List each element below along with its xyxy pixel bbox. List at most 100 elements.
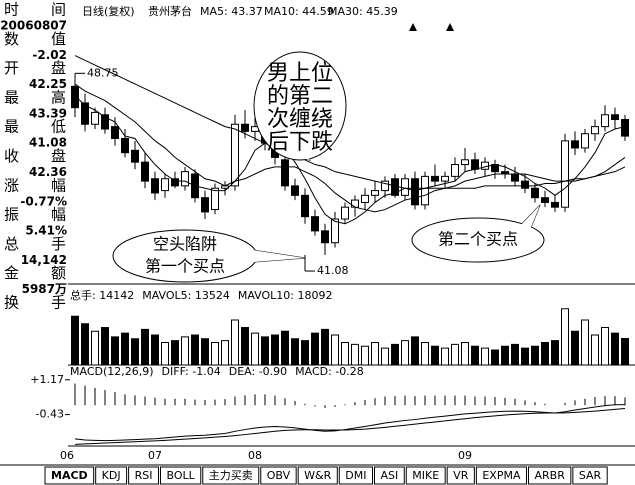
candle-body <box>331 218 339 244</box>
callout-text: 第一个买点 <box>145 257 225 276</box>
info-label: 幅 <box>51 176 66 194</box>
tab[interactable] <box>572 466 608 485</box>
candle-body <box>311 216 319 232</box>
tab-label[interactable]: 主力买卖 <box>209 469 253 482</box>
volume-bar <box>151 334 159 366</box>
info-label: 高 <box>51 88 66 106</box>
candle-body <box>511 173 519 182</box>
tab-label[interactable]: OBV <box>267 469 291 482</box>
callout-bubble <box>411 217 545 263</box>
volume-bar <box>131 338 139 366</box>
info-label: 值 <box>51 30 66 48</box>
macd-line <box>74 404 626 442</box>
volume-bar <box>461 342 469 366</box>
info-label: 盘 <box>51 59 66 77</box>
info-value: 20060807 <box>0 19 67 33</box>
volume-bar <box>601 327 609 366</box>
tab[interactable] <box>338 466 373 485</box>
volume-bar <box>201 338 209 366</box>
callout-text: 男上位 <box>267 61 333 86</box>
tab-label[interactable]: MACD <box>51 469 88 482</box>
candle-body <box>281 159 289 187</box>
tab[interactable] <box>446 466 475 485</box>
volume-bar <box>411 336 419 366</box>
y-tick-label: +1.17 <box>30 373 64 386</box>
tab[interactable] <box>405 466 446 485</box>
volume-bar <box>351 343 359 366</box>
period-label: 日线(复权) <box>82 4 135 18</box>
candle-body <box>231 123 239 187</box>
candle-body <box>521 180 529 189</box>
volume-bar <box>141 328 149 366</box>
tab-label[interactable]: DMI <box>345 469 366 482</box>
info-label: 振 <box>4 206 19 224</box>
callout-text: 第二个买点 <box>438 230 518 249</box>
candle-body <box>421 175 429 206</box>
volume-bar <box>181 336 189 366</box>
tab-label[interactable]: VR <box>453 469 469 482</box>
tab-label[interactable]: KDJ <box>102 469 121 482</box>
volume-bar <box>381 347 389 366</box>
candle-body <box>351 199 359 208</box>
candle-body <box>461 159 469 166</box>
candle-body <box>321 230 329 244</box>
tab[interactable] <box>374 466 405 485</box>
legend-label: MA10: 44.59 <box>264 5 334 18</box>
info-label: 最 <box>4 118 19 136</box>
tab[interactable] <box>297 466 338 485</box>
tab[interactable] <box>260 466 297 485</box>
tab[interactable] <box>527 466 572 485</box>
tab[interactable] <box>159 466 202 485</box>
volume-bar <box>171 340 179 366</box>
candle-body <box>531 187 539 199</box>
candle-body <box>111 126 119 139</box>
volume-bar <box>81 323 89 366</box>
tab-label[interactable]: ASI <box>381 469 399 482</box>
volume-bar <box>301 340 309 366</box>
info-label: 开 <box>4 59 19 77</box>
tab-label[interactable]: BOLL <box>166 469 195 482</box>
info-label: 手 <box>51 294 66 312</box>
tab[interactable] <box>475 466 527 485</box>
volume-bar <box>311 332 319 366</box>
legend-label: MAVOL10: 18092 <box>238 289 333 302</box>
tab[interactable] <box>95 466 128 485</box>
volume-bar <box>231 319 239 366</box>
tab-label[interactable]: MIKE <box>412 469 439 482</box>
info-label: 低 <box>51 118 66 136</box>
callout-text: 空头陷阱 <box>153 235 217 254</box>
volume-bar <box>71 315 79 366</box>
tab-label[interactable]: RSI <box>135 469 153 482</box>
candle-body <box>291 185 299 196</box>
callout-tail <box>292 152 310 160</box>
tab-label[interactable]: W&R <box>304 469 331 482</box>
candle-body <box>361 194 369 203</box>
info-value: -2.02 <box>32 48 67 62</box>
callout-text: 的第二 <box>267 84 333 109</box>
tab[interactable] <box>202 466 260 485</box>
tab-label[interactable]: SAR <box>579 469 602 482</box>
signal-triangle <box>446 23 454 31</box>
info-value: 5987万 <box>22 282 67 296</box>
candle-body <box>481 161 489 170</box>
candle-body <box>541 197 549 203</box>
candle-body <box>151 178 159 194</box>
tab[interactable] <box>44 466 95 485</box>
tab[interactable] <box>128 466 159 485</box>
info-label: 幅 <box>51 206 66 224</box>
volume-bar <box>531 345 539 366</box>
info-label: 手 <box>51 235 66 253</box>
price-mark-label: 48.75 <box>87 66 119 79</box>
legend-label: DIFF: -1.04 <box>162 365 221 378</box>
candle-body <box>121 137 129 154</box>
volume-bar <box>221 340 229 366</box>
info-value: 14,142 <box>21 253 67 267</box>
info-label: 换 <box>4 294 19 312</box>
candle-body <box>301 194 309 218</box>
chart-title: MACD(12,26,9) <box>70 365 154 378</box>
volume-bar <box>191 334 199 366</box>
ma-line <box>74 95 626 225</box>
volume-bar <box>341 342 349 366</box>
tab-label[interactable]: ARBR <box>534 469 565 482</box>
tab-label[interactable]: EXPMA <box>482 469 521 482</box>
